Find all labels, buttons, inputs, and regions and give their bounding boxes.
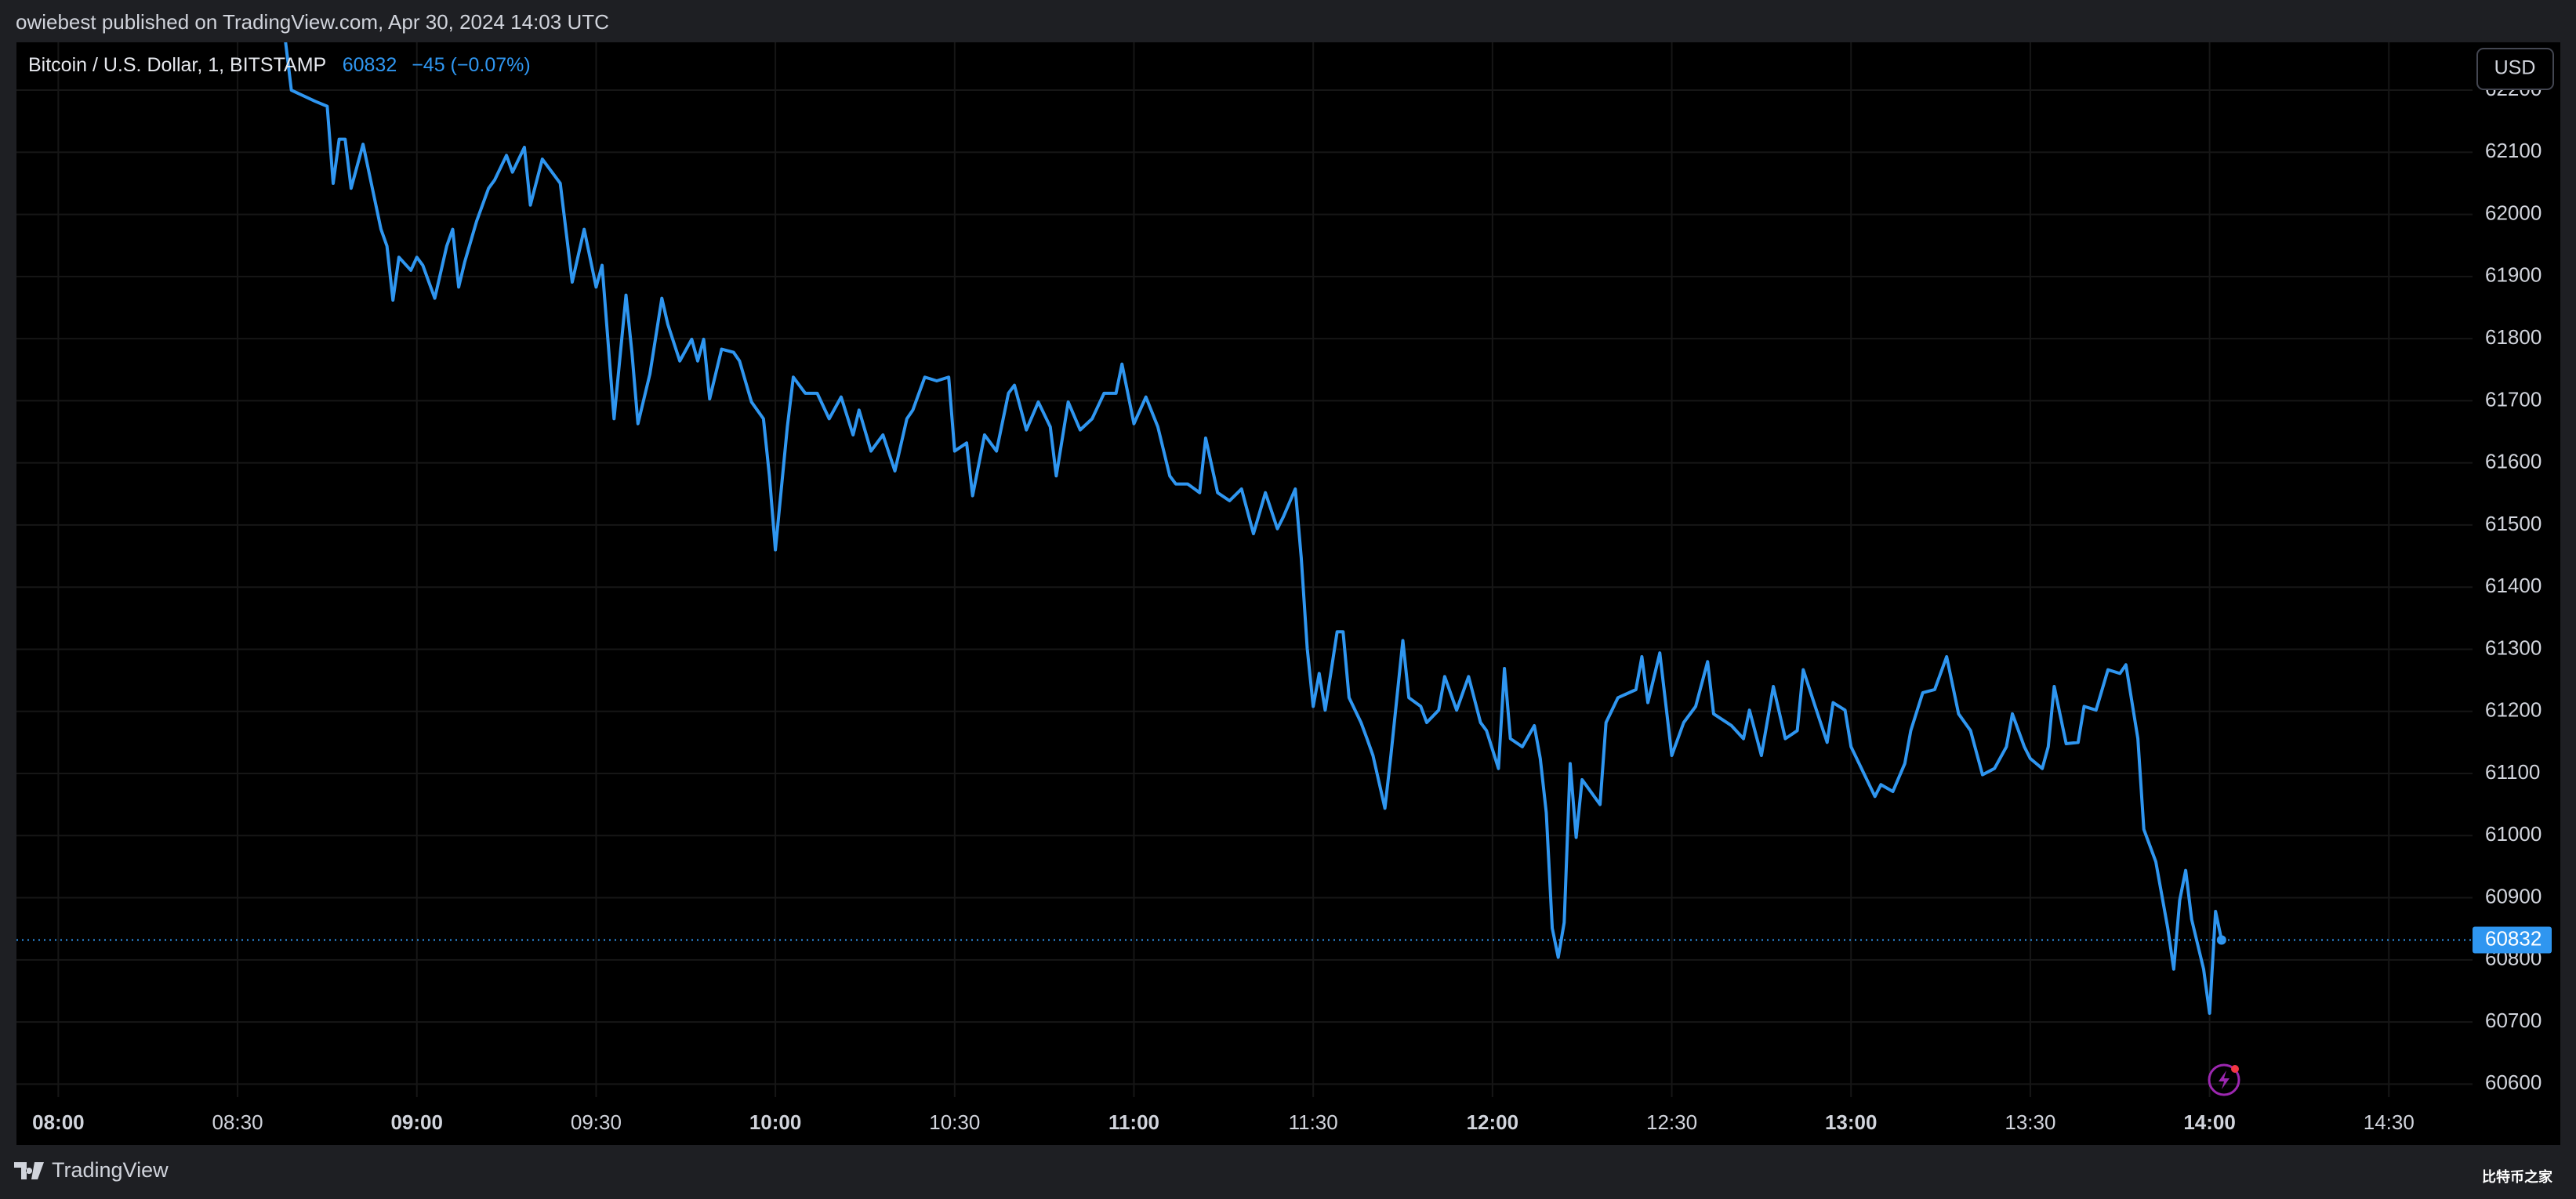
- y-tick-label: 61500: [2485, 512, 2542, 535]
- x-tick-label: 09:30: [571, 1110, 622, 1134]
- x-tick-label: 10:00: [749, 1110, 802, 1134]
- currency-button[interactable]: [2476, 48, 2554, 90]
- y-tick-label: 60600: [2485, 1070, 2542, 1094]
- y-tick-label: 60900: [2485, 884, 2542, 907]
- y-tick-label: 62000: [2485, 201, 2542, 224]
- x-tick-label: 12:00: [1467, 1110, 1519, 1134]
- x-tick-label: 09:00: [390, 1110, 443, 1134]
- x-tick-label: 10:30: [929, 1110, 980, 1134]
- brand-name: TradingView: [52, 1158, 169, 1182]
- last-price-box: [2473, 926, 2552, 954]
- alert-icon: [2208, 1063, 2240, 1096]
- x-tick-label: 14:30: [2364, 1110, 2415, 1134]
- x-tick-label: 08:00: [32, 1110, 85, 1134]
- y-tick-label: 61600: [2485, 450, 2542, 473]
- last-price: 60832: [343, 54, 397, 76]
- y-tick-label: 61700: [2485, 387, 2542, 411]
- currency-label: USD: [2494, 57, 2536, 79]
- y-tick-label: 62100: [2485, 139, 2542, 162]
- x-tick-label: 14:00: [2183, 1110, 2236, 1134]
- symbol-header: Bitcoin / U.S. Dollar, 1, BITSTAMP 60832…: [28, 54, 531, 76]
- symbol: Bitcoin / U.S. Dollar, 1, BITSTAMP: [28, 54, 326, 76]
- y-tick-label: 61900: [2485, 263, 2542, 287]
- x-tick-label: 11:30: [1289, 1110, 1338, 1134]
- y-tick-label: 61300: [2485, 636, 2542, 659]
- last-price-label: 60832: [2485, 926, 2542, 950]
- x-tick-label: 11:00: [1108, 1110, 1159, 1134]
- x-tick-label: 08:30: [212, 1110, 263, 1134]
- plot-background: [16, 42, 2560, 1145]
- x-tick-label: 13:30: [2005, 1110, 2055, 1134]
- watermark: 比特币之家: [2482, 1168, 2553, 1185]
- axes: 6060060700608006090061000611006120061300…: [32, 77, 2552, 1134]
- y-tick-label: 61100: [2485, 760, 2540, 784]
- last-point: [2216, 935, 2226, 945]
- brand-logo: [14, 1162, 44, 1179]
- y-tick-label: 60700: [2485, 1009, 2542, 1032]
- y-tick-label: 61400: [2485, 574, 2542, 597]
- price-change: −45 (−0.07%): [412, 54, 531, 76]
- published-note: owiebest published on TradingView.com, A…: [16, 10, 609, 34]
- y-tick-label: 61000: [2485, 822, 2542, 846]
- y-tick-label: 61200: [2485, 698, 2542, 722]
- plot: [16, 42, 2473, 1015]
- x-tick-label: 12:30: [1646, 1110, 1697, 1134]
- grid: [16, 42, 2473, 1097]
- x-tick-label: 13:00: [1825, 1110, 1878, 1134]
- price-line: [284, 42, 2223, 1015]
- y-tick-label: 61800: [2485, 325, 2542, 349]
